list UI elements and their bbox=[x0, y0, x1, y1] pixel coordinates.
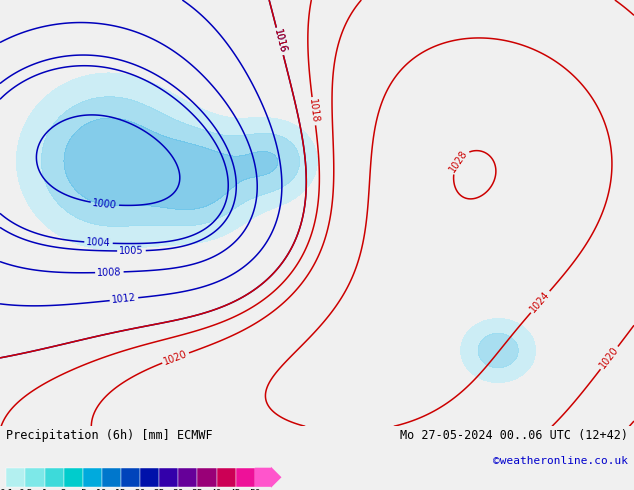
Text: 1028: 1028 bbox=[448, 148, 470, 174]
Bar bbox=[44, 467, 63, 487]
Bar bbox=[63, 467, 83, 487]
Text: 1012: 1012 bbox=[111, 293, 137, 305]
Text: 1024: 1024 bbox=[528, 289, 552, 315]
Bar bbox=[102, 467, 121, 487]
Text: 1005: 1005 bbox=[119, 246, 144, 256]
Text: 1016: 1016 bbox=[272, 28, 288, 54]
Bar bbox=[197, 467, 217, 487]
Text: 1008: 1008 bbox=[97, 267, 122, 278]
Bar bbox=[236, 467, 255, 487]
Text: Mo 27-05-2024 00..06 UTC (12+42): Mo 27-05-2024 00..06 UTC (12+42) bbox=[399, 429, 628, 442]
Text: Precipitation (6h) [mm] ECMWF: Precipitation (6h) [mm] ECMWF bbox=[6, 429, 213, 442]
Text: 1018: 1018 bbox=[307, 98, 320, 124]
Text: 1000: 1000 bbox=[92, 198, 117, 210]
Text: ©weatheronline.co.uk: ©weatheronline.co.uk bbox=[493, 456, 628, 466]
Bar bbox=[121, 467, 140, 487]
Text: 1016: 1016 bbox=[272, 28, 288, 54]
Bar bbox=[178, 467, 197, 487]
Bar bbox=[83, 467, 102, 487]
FancyArrow shape bbox=[255, 467, 281, 488]
Text: 1020: 1020 bbox=[598, 345, 621, 370]
Text: 1004: 1004 bbox=[86, 237, 111, 248]
Bar bbox=[6, 467, 25, 487]
Bar bbox=[217, 467, 236, 487]
Bar bbox=[140, 467, 159, 487]
Bar bbox=[25, 467, 44, 487]
Bar bbox=[159, 467, 178, 487]
Text: 1020: 1020 bbox=[162, 349, 189, 367]
